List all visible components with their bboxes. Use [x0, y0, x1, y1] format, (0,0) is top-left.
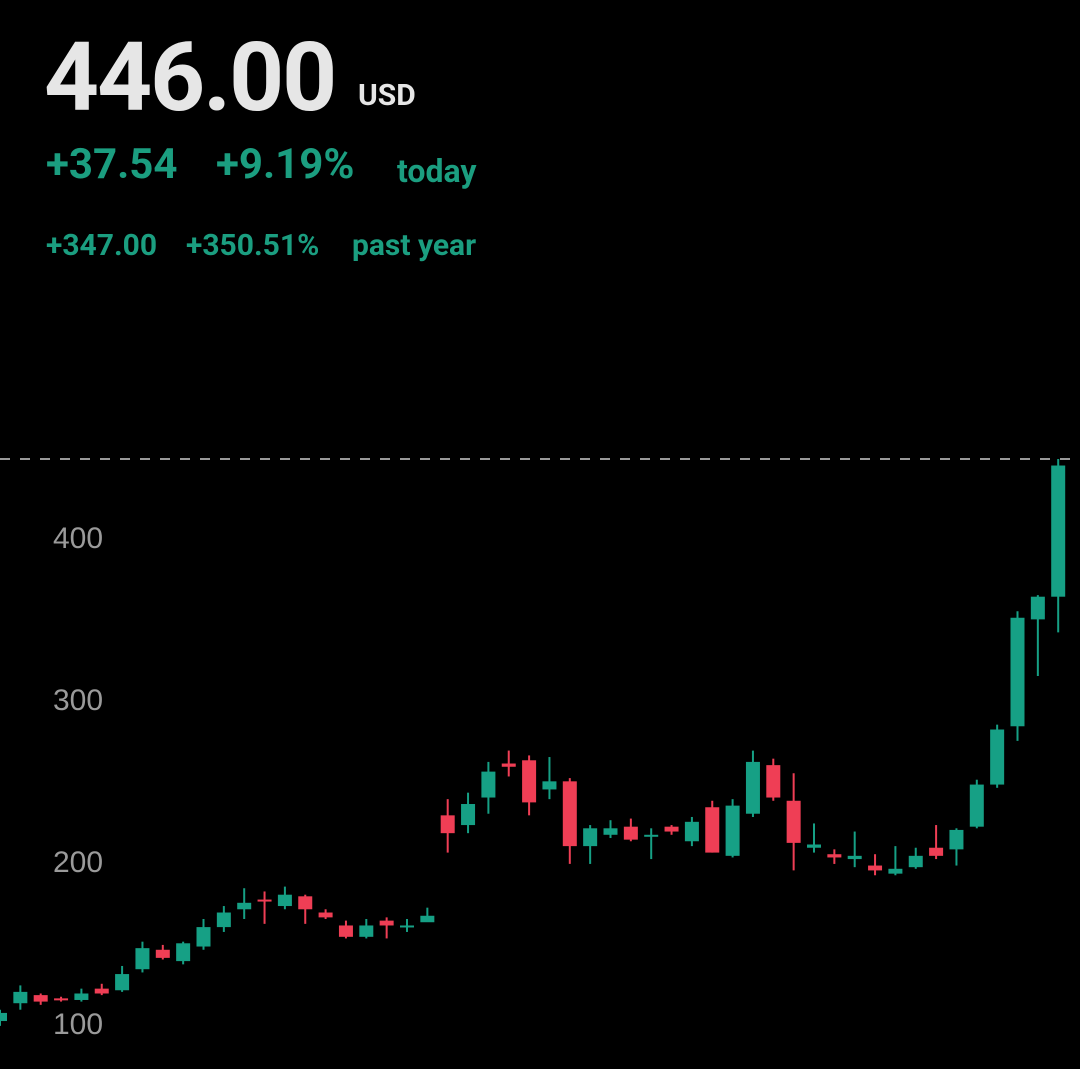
- candle-body: [155, 949, 170, 958]
- candle-body: [54, 998, 69, 1001]
- candle-body: [847, 855, 862, 860]
- candle-body: [725, 805, 740, 856]
- candle-body: [298, 896, 313, 910]
- year-change: +347.00: [46, 228, 158, 263]
- candle-body: [807, 844, 821, 848]
- candle-body: [338, 925, 353, 937]
- candle-body: [400, 925, 414, 928]
- candle-body: [745, 761, 760, 814]
- candle-body: [990, 729, 1005, 785]
- candle-body: [277, 894, 292, 907]
- candle-body: [908, 855, 923, 868]
- candle-body: [888, 868, 903, 874]
- day-change-percent: +9.19%: [216, 140, 355, 189]
- y-tick-label: 300: [53, 684, 103, 717]
- y-tick-label: 400: [53, 522, 103, 555]
- candle-body: [644, 834, 659, 837]
- candle-body: [868, 865, 883, 871]
- candle-body: [379, 920, 394, 926]
- candle-body: [74, 993, 89, 1000]
- candle-body: [135, 948, 150, 970]
- candle-body: [827, 854, 842, 858]
- candle-body: [522, 760, 537, 803]
- candle-body: [237, 902, 252, 910]
- day-change: +37.54: [46, 140, 178, 189]
- candle-body: [1051, 465, 1066, 597]
- candle-body: [1010, 617, 1025, 727]
- candle-body: [176, 943, 191, 962]
- currency: USD: [358, 78, 416, 113]
- price: 446.00: [44, 22, 337, 134]
- candle-body: [969, 784, 984, 827]
- candle-body: [664, 826, 679, 832]
- candle-body: [949, 829, 964, 850]
- candle-body: [115, 974, 130, 991]
- candle-body: [603, 828, 618, 835]
- year-label: past year: [352, 228, 477, 263]
- candle-body: [216, 912, 231, 928]
- candle-body: [461, 804, 476, 826]
- y-tick-label: 100: [53, 1008, 103, 1041]
- candle-body: [0, 1012, 7, 1022]
- candle-body: [440, 815, 455, 834]
- year-change-percent: +350.51%: [186, 228, 320, 263]
- day-label: today: [397, 152, 477, 190]
- y-tick-label: 200: [53, 846, 103, 879]
- candle-body: [1030, 596, 1045, 620]
- candle-body: [359, 925, 374, 937]
- candle-body: [929, 847, 944, 856]
- candle-body: [583, 828, 598, 847]
- candle-body: [196, 927, 211, 947]
- candle-body: [94, 988, 109, 994]
- candle-body: [766, 765, 781, 798]
- candle-body: [318, 912, 333, 918]
- candle-body: [501, 763, 516, 767]
- candle-body: [257, 899, 272, 902]
- candle-body: [33, 995, 48, 1002]
- candle-body: [684, 821, 699, 842]
- candle-body: [562, 781, 577, 847]
- candle-body: [481, 771, 496, 798]
- candle-body: [420, 915, 435, 923]
- candle-body: [13, 991, 28, 1004]
- candle-body: [542, 781, 557, 790]
- candle-body: [705, 807, 720, 853]
- candle-body: [623, 826, 638, 840]
- candle-body: [786, 800, 801, 843]
